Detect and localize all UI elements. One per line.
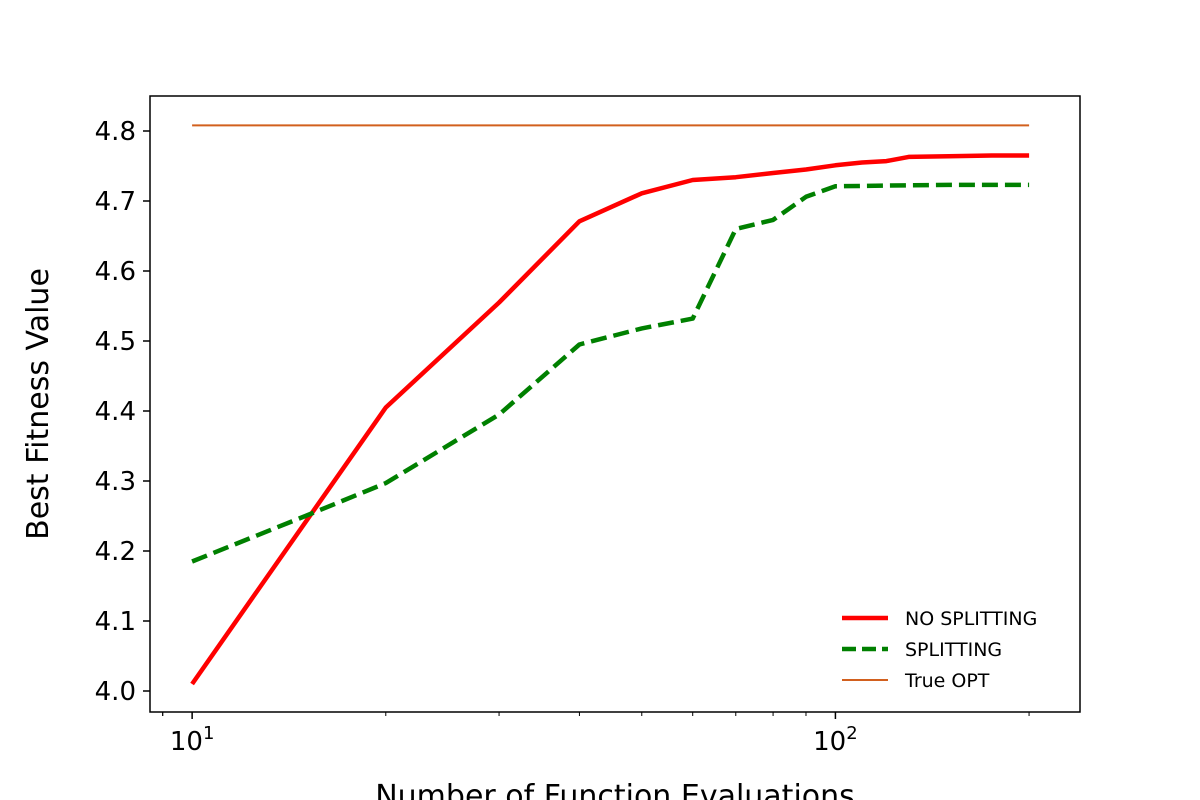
y-tick-label: 4.4 [95, 397, 136, 427]
legend-label: SPLITTING [905, 639, 1002, 661]
legend: NO SPLITTING SPLITTING True OPT [842, 608, 1037, 692]
x-axis: 101 102 [162, 712, 1030, 757]
plot-frame [149, 95, 1081, 713]
series-line-no-splitting [190, 153, 1030, 686]
y-tick-label: 4.0 [95, 677, 136, 707]
y-tick-label: 4.5 [95, 327, 136, 357]
x-tick-label: 101 [170, 723, 215, 757]
legend-label: True OPT [904, 670, 990, 692]
y-tick-label: 4.2 [95, 537, 136, 567]
x-tick-label: 102 [813, 723, 858, 757]
y-tick-label: 4.7 [95, 187, 136, 217]
series-layer [190, 124, 1030, 686]
y-tick-label: 4.6 [95, 257, 136, 287]
x-axis-label: Number of Function Evaluations [375, 779, 855, 800]
y-tick-label: 4.3 [95, 467, 136, 497]
y-tick-label: 4.1 [95, 607, 136, 637]
y-axis-label: Best Fitness Value [21, 268, 56, 540]
y-tick-label: 4.8 [95, 117, 136, 147]
legend-label: NO SPLITTING [905, 608, 1037, 630]
y-axis: 4.0 4.1 4.2 4.3 4.4 4.5 4.6 4.7 4.8 [95, 117, 150, 707]
series-line-splitting [191, 182, 1030, 564]
